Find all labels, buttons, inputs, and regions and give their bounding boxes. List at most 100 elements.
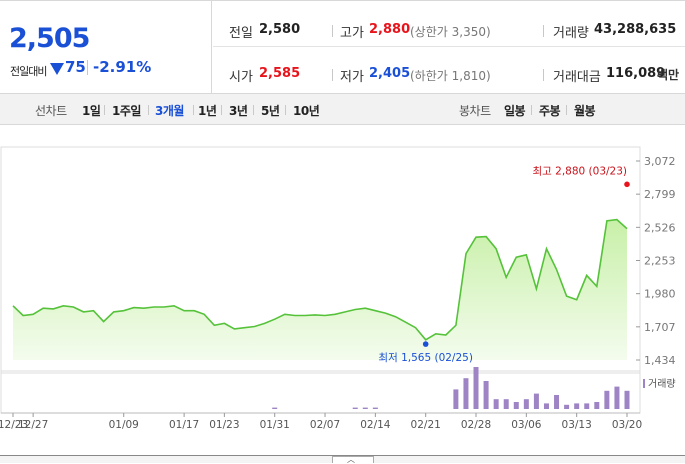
divider	[543, 25, 544, 37]
low-label: 저가	[340, 70, 364, 85]
volume-bar	[594, 402, 600, 409]
volume-bar	[503, 399, 509, 409]
volume-bar	[604, 390, 610, 409]
volume-bar	[362, 407, 368, 409]
tab-monthly[interactable]: 월봉	[574, 104, 596, 118]
volume-bar	[463, 378, 469, 409]
open-value: 2,585	[259, 66, 301, 81]
volume-bar	[554, 395, 560, 409]
divider	[332, 25, 333, 37]
y-tick-label: 1,707	[644, 321, 676, 334]
current-price: 2,505	[9, 23, 90, 54]
volume-bar	[564, 404, 570, 409]
volume-bar	[272, 407, 278, 409]
low-marker	[422, 341, 429, 347]
collapse-button[interactable]	[332, 456, 374, 463]
x-tick-label: 03/20	[612, 419, 642, 431]
stats-row-divider	[213, 46, 685, 47]
x-tick-label: 01/31	[260, 419, 290, 431]
x-tick-label: 12/27	[18, 419, 48, 431]
volume-value: 43,288,635	[594, 22, 677, 37]
upper-limit: (상한가 3,350)	[410, 25, 491, 39]
volume-bar	[614, 386, 620, 409]
tab-1d[interactable]: 1일	[82, 104, 101, 118]
tab-3m[interactable]: 3개월	[155, 104, 184, 118]
change-label: 전일대비	[10, 65, 47, 78]
y-tick-label: 2,799	[644, 188, 676, 201]
volume-bar	[574, 403, 580, 409]
volume-bar	[493, 399, 499, 409]
y-tick-label: 1,434	[644, 354, 676, 367]
low-label: 최저 1,565 (02/25)	[378, 352, 473, 364]
chart-tabs: 선차트 1일 1주일 3개월 1년 3년 5년 10년 봉차트 일봉 주봉 월봉	[0, 94, 685, 125]
x-tick-label: 03/06	[511, 419, 542, 431]
tab-divider	[531, 105, 532, 115]
lower-limit: (하한가 1,810)	[410, 69, 491, 83]
prev-close-value: 2,580	[259, 22, 301, 37]
y-tick-label: 2,253	[644, 255, 676, 268]
price-box: 2,505 전일대비 75 -2.91%	[0, 1, 212, 93]
divider	[543, 69, 544, 81]
x-tick-label: 02/07	[310, 419, 340, 431]
y-tick-label: 2,526	[644, 221, 676, 234]
x-tick-label: 01/17	[169, 419, 199, 431]
chevron-up-icon: ︿	[347, 455, 355, 464]
candle-chart-label: 봉차트	[459, 104, 491, 118]
volume-bar	[523, 399, 529, 409]
tab-3y[interactable]: 3년	[229, 104, 248, 118]
x-tick-label: 02/28	[461, 419, 491, 431]
tab-1y[interactable]: 1년	[198, 104, 217, 118]
x-tick-label: 12/23	[0, 419, 28, 431]
prev-close-label: 전일	[229, 26, 253, 41]
price-line	[12, 218, 628, 341]
price-chart: 3,072 2,799 2,526 2,253 1,980 1,707 1,434 최고 2,…	[0, 146, 676, 431]
volume-bar	[453, 389, 459, 409]
x-tick-label: 03/13	[562, 419, 592, 431]
tab-weekly[interactable]: 주봉	[539, 104, 561, 118]
y-tick-label: 1,980	[644, 288, 676, 301]
change-divider	[87, 60, 88, 75]
tab-5y[interactable]: 5년	[261, 104, 280, 118]
line-chart-label: 선차트	[35, 104, 67, 118]
volume-bar	[543, 403, 549, 409]
low-value: 2,405	[369, 66, 411, 81]
volume-bar	[372, 407, 378, 409]
volume-bar	[513, 402, 519, 409]
high-marker	[624, 181, 630, 188]
change-percent: -2.91%	[93, 58, 152, 76]
x-tick-label: 02/21	[411, 419, 441, 431]
tab-daily[interactable]: 일봉	[504, 104, 526, 118]
down-triangle-icon	[50, 63, 64, 75]
quote-header: 2,505 전일대비 75 -2.91% 전일 2,580 고가 2,880 (…	[0, 0, 685, 94]
volume-bar	[483, 381, 489, 409]
x-tick-label: 01/23	[209, 419, 239, 431]
y-tick-label: 3,072	[644, 155, 676, 168]
tab-divider	[221, 105, 222, 115]
volume-legend-swatch	[643, 379, 645, 388]
volume-bar	[584, 403, 590, 409]
volume-bar	[624, 390, 630, 409]
amount-unit: 백만	[657, 68, 680, 82]
tab-divider	[193, 105, 194, 115]
x-tick-label: 01/09	[109, 419, 139, 431]
high-value: 2,880	[369, 22, 411, 37]
high-label: 최고 2,880 (03/23)	[532, 165, 627, 177]
price-area	[13, 219, 627, 360]
x-tick-label: 02/14	[360, 419, 391, 431]
tab-divider	[253, 105, 254, 115]
change-value: 75	[65, 58, 86, 76]
tab-divider	[104, 105, 105, 115]
volume-bar	[352, 407, 358, 409]
open-label: 시가	[229, 70, 253, 85]
tab-divider	[285, 105, 286, 115]
tab-divider	[566, 105, 567, 115]
divider	[332, 69, 333, 81]
tab-1w[interactable]: 1주일	[112, 104, 141, 118]
volume-legend: 거래량	[648, 378, 676, 390]
tab-divider	[148, 105, 149, 115]
tab-10y[interactable]: 10년	[293, 104, 320, 118]
amount-label: 거래대금	[553, 70, 601, 85]
amount-value: 116,089	[606, 66, 666, 81]
volume-bar	[473, 367, 479, 409]
high-label: 고가	[340, 26, 364, 41]
